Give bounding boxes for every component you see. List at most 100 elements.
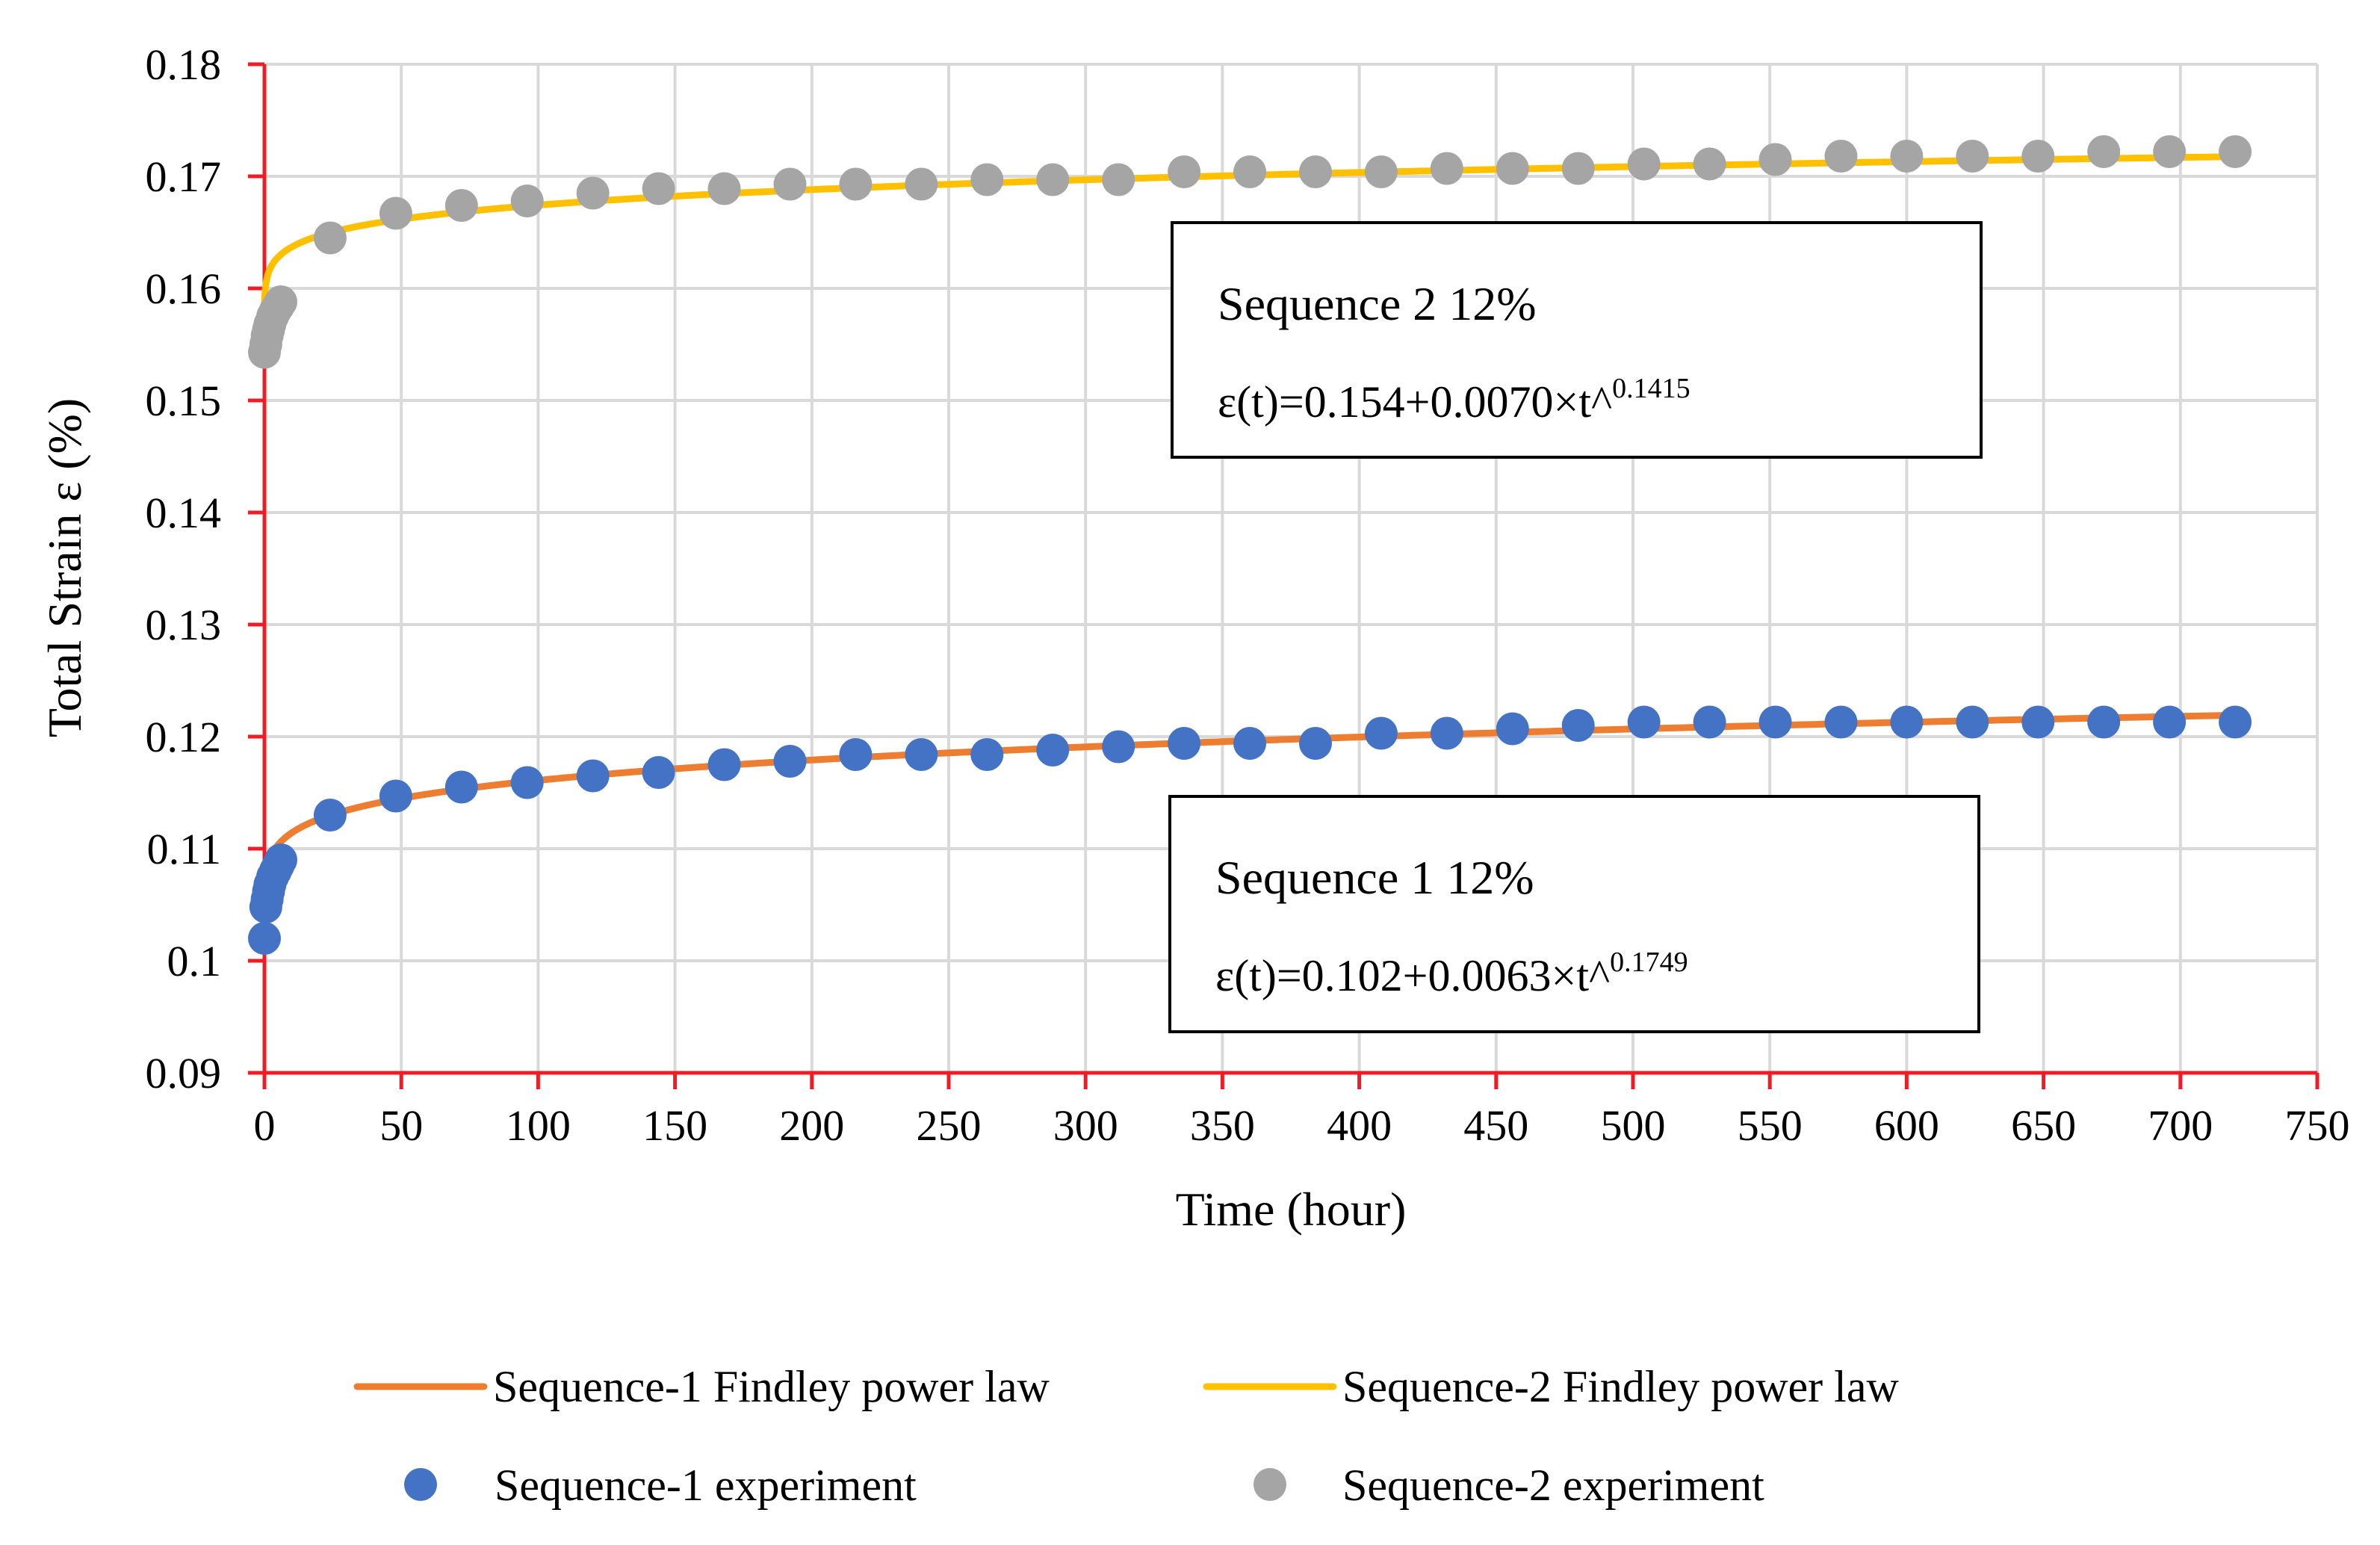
data-point — [1430, 152, 1463, 185]
x-tick-label: 0 — [254, 1101, 276, 1150]
data-point — [576, 759, 610, 793]
data-point — [839, 167, 873, 201]
x-tick-label: 250 — [917, 1101, 982, 1150]
plot-series — [248, 135, 2252, 955]
data-point — [1496, 712, 1529, 746]
data-point — [1430, 716, 1463, 750]
x-tick-label: 300 — [1053, 1101, 1118, 1150]
legend-swatch-seq1-marker — [404, 1468, 437, 1501]
data-point — [2153, 135, 2187, 168]
data-point — [905, 738, 938, 771]
y-tick-label: 0.1 — [167, 937, 222, 985]
legend-label-seq2-line: Sequence-2 Findley power law — [1342, 1362, 1899, 1411]
legend: Sequence-1 Findley power law Sequence-2 … — [353, 1362, 1899, 1510]
annotation-seq2-formula: ε(t)=0.154+0.0070×t^0.1415 — [1218, 373, 1691, 427]
data-point — [1956, 140, 1989, 173]
data-point — [1824, 140, 1858, 173]
data-point — [1036, 734, 1070, 767]
x-tick-label: 500 — [1601, 1101, 1666, 1150]
data-point — [1102, 163, 1135, 196]
annotation-seq2-formula-exp: 0.1415 — [1612, 373, 1691, 404]
data-point — [970, 163, 1004, 196]
data-point — [379, 779, 412, 813]
data-point — [576, 176, 610, 210]
data-point — [707, 172, 741, 205]
y-tick-label: 0.17 — [146, 152, 222, 201]
data-point — [1233, 155, 1267, 188]
annotation-seq2-title: Sequence 2 12% — [1218, 277, 1537, 330]
data-point — [1956, 705, 1989, 739]
data-point — [1298, 155, 1332, 188]
data-point — [1364, 716, 1398, 750]
x-tick-label: 400 — [1327, 1101, 1392, 1150]
data-point — [2219, 135, 2252, 168]
data-point — [1627, 705, 1661, 739]
data-point — [905, 167, 938, 201]
y-tick-label: 0.13 — [146, 601, 222, 649]
x-tick-label: 750 — [2285, 1101, 2350, 1150]
data-point — [1824, 705, 1858, 739]
x-tick-label: 350 — [1190, 1101, 1255, 1150]
annotation-box-seq2-frame — [1171, 221, 1983, 459]
x-tick-label: 550 — [1738, 1101, 1803, 1150]
legend-label-seq1-marker: Sequence-1 experiment — [495, 1461, 917, 1510]
y-tick-label: 0.12 — [146, 713, 222, 761]
y-tick-label: 0.18 — [146, 40, 222, 89]
data-point — [970, 738, 1004, 771]
data-point — [444, 189, 478, 222]
annotation-seq1-formula: ε(t)=0.102+0.0063×t^0.1749 — [1215, 947, 1688, 1000]
annotation-seq1-formula-base: ε(t)=0.102+0.0063×t^ — [1215, 951, 1610, 1000]
legend-swatch-seq2-marker — [1253, 1468, 1286, 1501]
y-tick-label: 0.11 — [147, 825, 221, 873]
annotation-box-seq1-frame — [1168, 795, 1980, 1033]
x-tick-label: 450 — [1463, 1101, 1528, 1150]
annotation-seq2-formula-base: ε(t)=0.154+0.0070×t^ — [1218, 377, 1612, 427]
y-tick-label: 0.16 — [146, 264, 222, 313]
y-tick-label: 0.09 — [146, 1049, 222, 1097]
data-point — [2021, 140, 2055, 173]
data-point — [1168, 727, 1201, 760]
data-point — [1693, 147, 1726, 181]
x-tick-label: 150 — [642, 1101, 707, 1150]
data-point — [313, 799, 347, 832]
data-point — [1561, 152, 1595, 185]
data-point — [264, 285, 297, 318]
data-point — [2219, 705, 2252, 739]
data-point — [2087, 705, 2121, 739]
data-point — [248, 922, 281, 955]
annotation-seq1-formula-exp: 0.1749 — [1610, 947, 1688, 978]
data-point — [2153, 705, 2187, 739]
data-point — [773, 167, 807, 201]
data-point — [707, 748, 741, 781]
data-point — [1758, 705, 1792, 739]
data-point — [1298, 727, 1332, 760]
data-point — [1364, 155, 1398, 188]
x-tick-label: 50 — [379, 1101, 423, 1150]
data-point — [510, 766, 544, 799]
data-point — [839, 738, 873, 771]
legend-label-seq1-line: Sequence-1 Findley power law — [493, 1362, 1050, 1411]
data-point — [264, 843, 297, 876]
annotation-seq1-title: Sequence 1 12% — [1215, 851, 1534, 904]
legend-label-seq2-marker: Sequence-2 experiment — [1342, 1461, 1764, 1510]
data-point — [773, 745, 807, 778]
y-tick-label: 0.14 — [146, 489, 222, 537]
x-tick-label: 100 — [506, 1101, 571, 1150]
data-point — [1233, 727, 1267, 760]
data-point — [2087, 135, 2121, 168]
data-point — [1890, 705, 1924, 739]
data-point — [642, 756, 675, 789]
data-point — [1627, 147, 1661, 181]
data-point — [642, 172, 675, 205]
data-point — [1496, 152, 1529, 185]
data-point — [1102, 730, 1135, 764]
x-tick-label: 700 — [2148, 1101, 2213, 1150]
data-point — [313, 221, 347, 255]
x-tick-label: 650 — [2011, 1101, 2076, 1150]
annotation-box-seq2: Sequence 2 12% ε(t)=0.154+0.0070×t^0.141… — [1171, 221, 1983, 459]
x-tick-label: 200 — [779, 1101, 844, 1150]
data-point — [1890, 140, 1924, 173]
series-line-2 — [261, 153, 2236, 356]
x-axis-title: Time (hour) — [1176, 1183, 1407, 1236]
